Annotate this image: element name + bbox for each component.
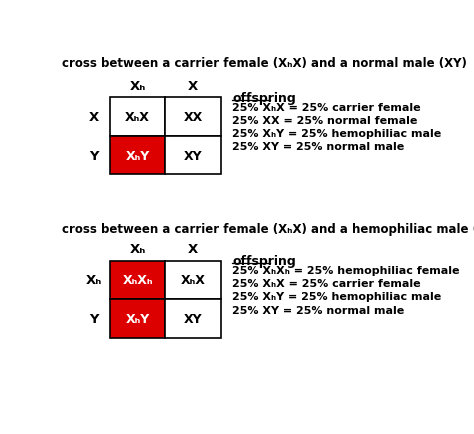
Text: offspring: offspring — [232, 92, 296, 105]
Text: X: X — [188, 242, 199, 255]
Text: offspring: offspring — [232, 255, 296, 268]
Text: cross between a carrier female (XₕX) and a normal male (XY): cross between a carrier female (XₕX) and… — [62, 57, 466, 70]
Text: XₕXₕ: XₕXₕ — [122, 274, 153, 287]
Bar — [109, 98, 165, 137]
Text: 25% XₕY = 25% hemophiliac male: 25% XₕY = 25% hemophiliac male — [232, 292, 441, 302]
Bar — [165, 261, 221, 299]
Text: XX: XX — [184, 111, 203, 124]
Text: XₕX: XₕX — [125, 111, 150, 124]
Text: XₕY: XₕY — [126, 149, 150, 162]
Text: 25% XY = 25% normal male: 25% XY = 25% normal male — [232, 142, 404, 152]
Text: XY: XY — [184, 312, 203, 325]
Text: 25% XₕX = 25% carrier female: 25% XₕX = 25% carrier female — [232, 103, 421, 113]
Text: Xₕ: Xₕ — [129, 79, 146, 92]
Text: Xₕ: Xₕ — [86, 274, 102, 287]
Text: Xₕ: Xₕ — [129, 242, 146, 255]
Text: Y: Y — [90, 312, 99, 325]
Bar — [165, 98, 221, 137]
Text: X: X — [188, 79, 199, 92]
Text: 25% XY = 25% normal male: 25% XY = 25% normal male — [232, 305, 404, 315]
Text: 25% XX = 25% normal female: 25% XX = 25% normal female — [232, 116, 418, 126]
Text: cross between a carrier female (XₕX) and a hemophiliac male (XₕY): cross between a carrier female (XₕX) and… — [62, 223, 474, 236]
Bar — [165, 299, 221, 338]
Text: 25% XₕY = 25% hemophiliac male: 25% XₕY = 25% hemophiliac male — [232, 129, 441, 139]
Text: XₕY: XₕY — [126, 312, 150, 325]
Text: 25% XₕX = 25% carrier female: 25% XₕX = 25% carrier female — [232, 279, 421, 289]
Text: 25% XₕXₕ = 25% hemophiliac female: 25% XₕXₕ = 25% hemophiliac female — [232, 266, 460, 276]
Bar — [109, 137, 165, 175]
Bar — [109, 299, 165, 338]
Bar — [109, 261, 165, 299]
Text: Y: Y — [90, 149, 99, 162]
Text: XₕX: XₕX — [181, 274, 206, 287]
Text: XY: XY — [184, 149, 203, 162]
Bar — [165, 137, 221, 175]
Text: X: X — [89, 111, 99, 124]
